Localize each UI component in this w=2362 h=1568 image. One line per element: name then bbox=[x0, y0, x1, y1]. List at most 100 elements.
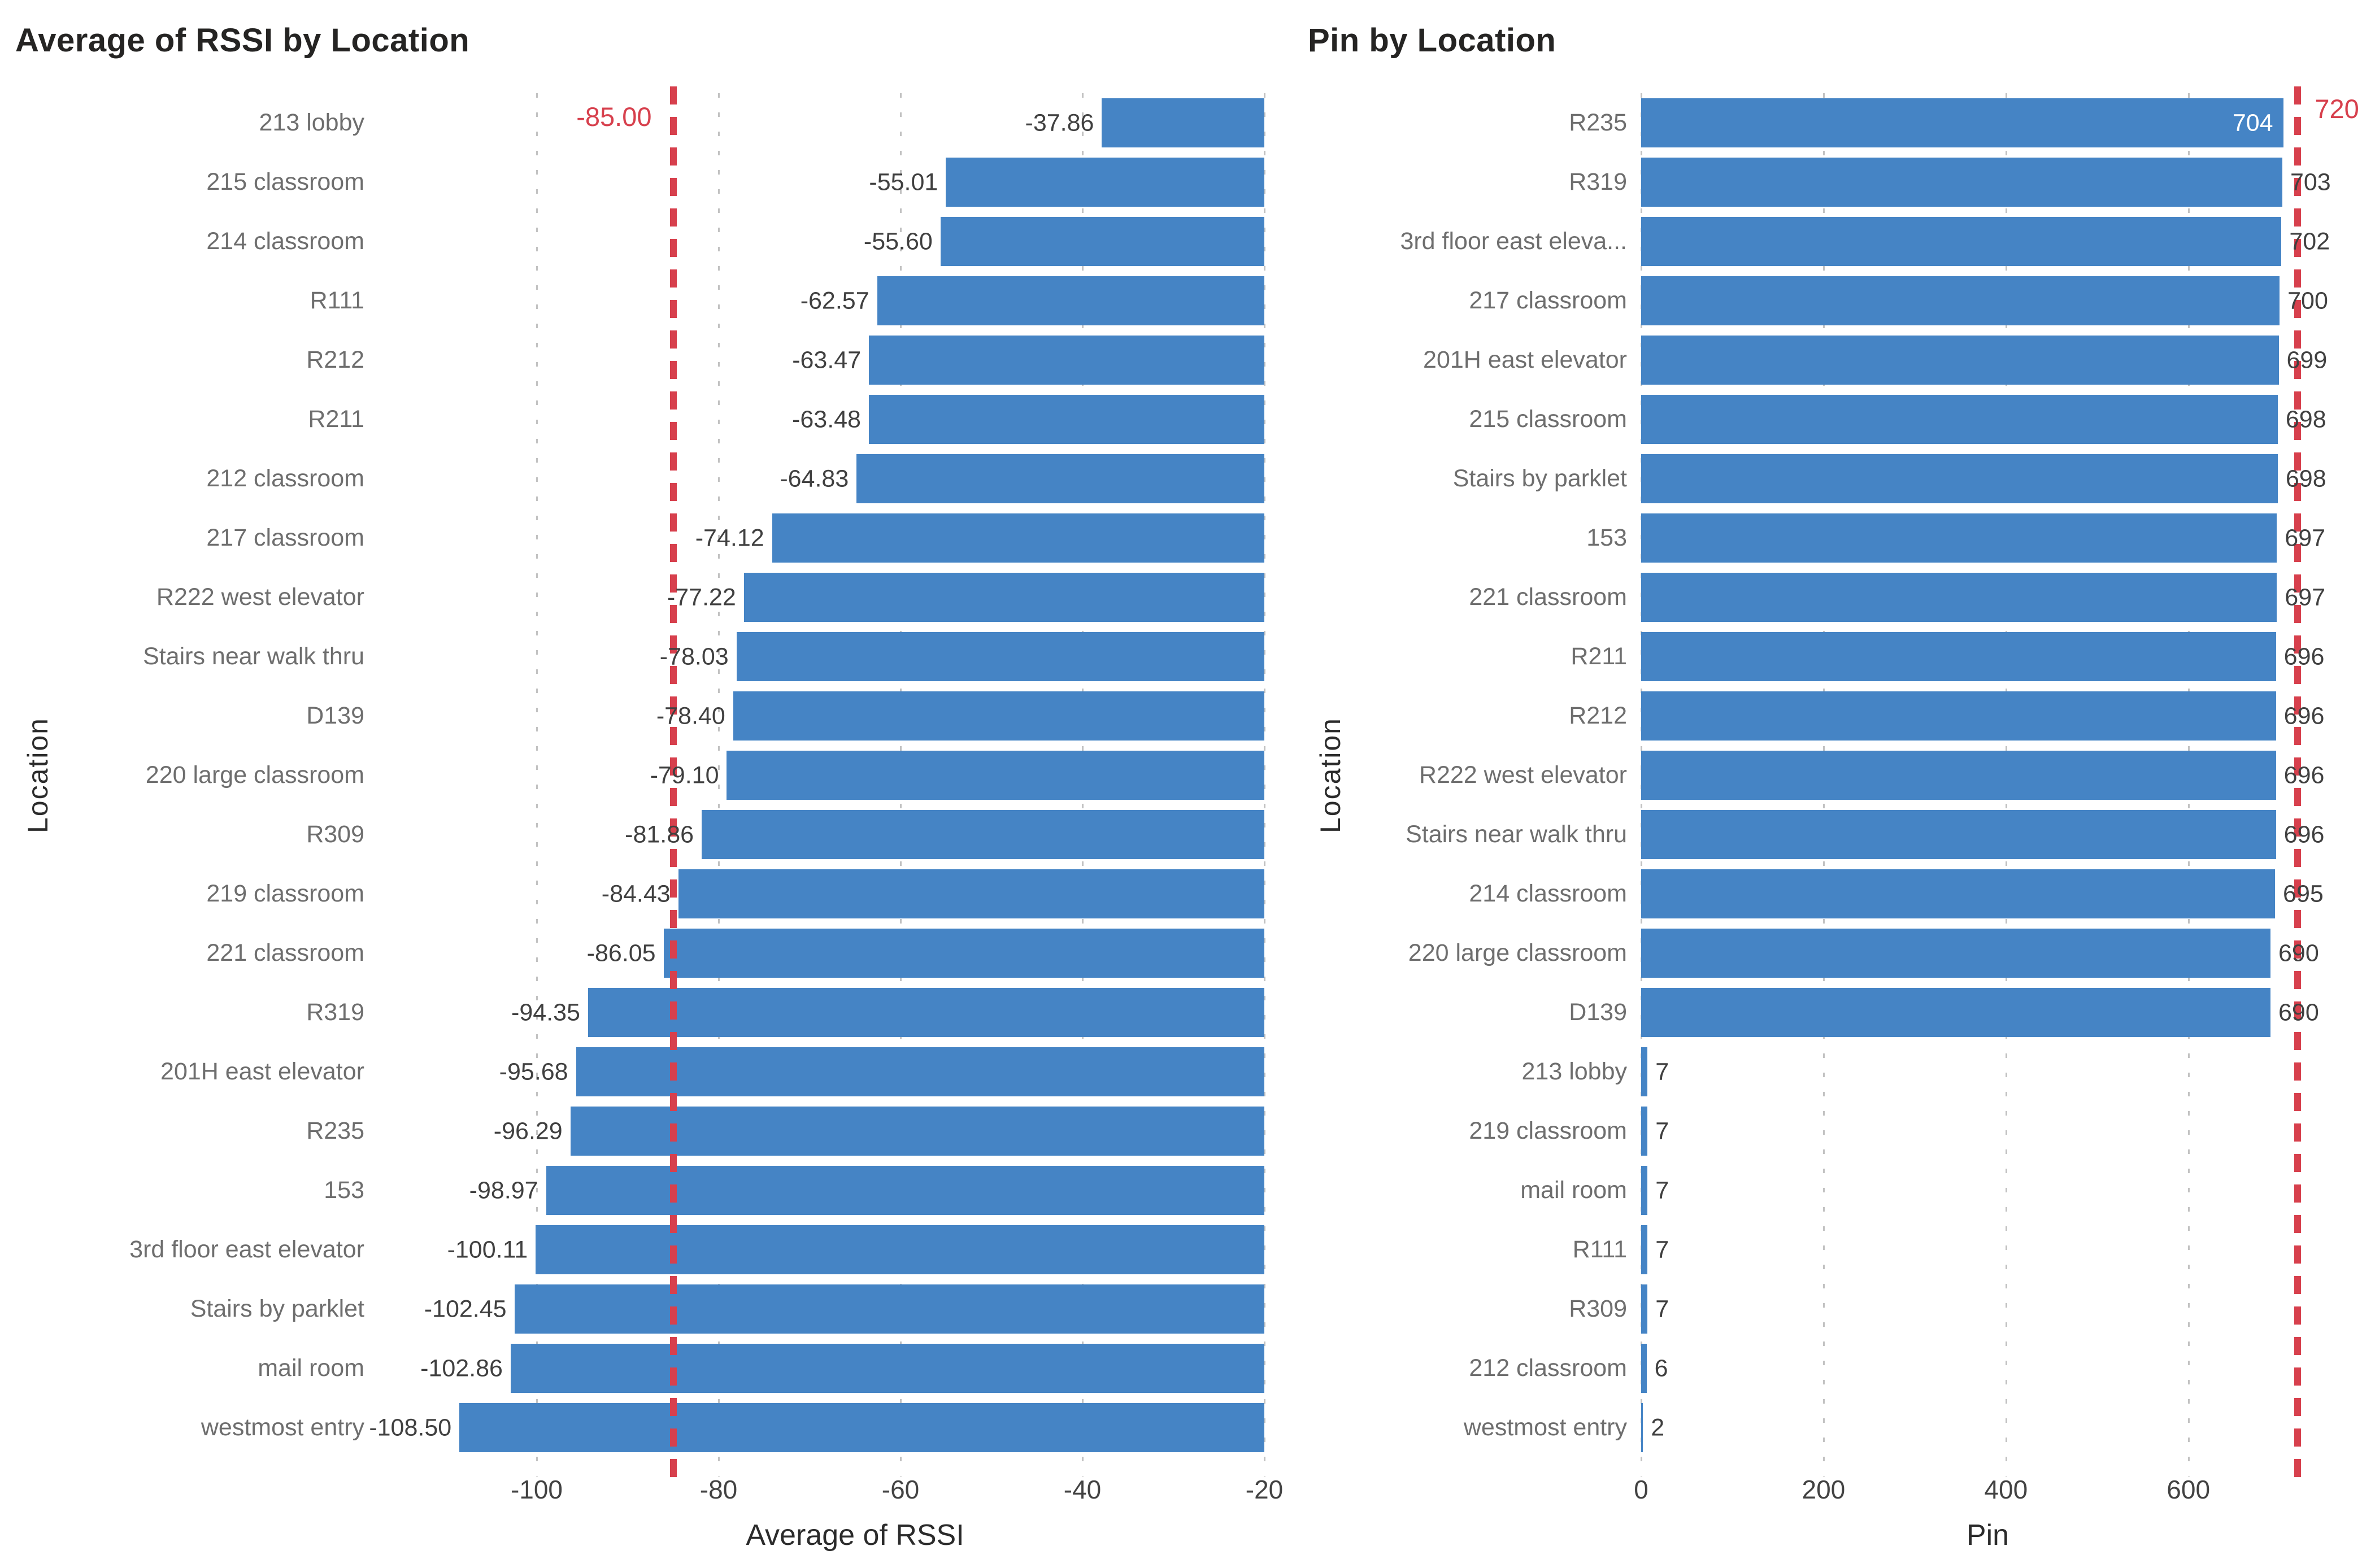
bar-row: -81.86 bbox=[446, 805, 1264, 864]
category-label: 217 classroom bbox=[206, 524, 364, 551]
category-label: westmost entry bbox=[1463, 1414, 1627, 1441]
bar-rows: 704 703 702 700 699 698 698 697 697 696 696 696 696 6… bbox=[1641, 93, 2334, 1457]
bar[interactable] bbox=[1641, 217, 2282, 266]
bar-row: -95.68 bbox=[446, 1042, 1264, 1101]
category-label: 219 classroom bbox=[206, 880, 364, 907]
axis-tick-label: -100 bbox=[510, 1475, 563, 1504]
bar-row: -62.57 bbox=[446, 271, 1264, 330]
bar[interactable] bbox=[570, 1107, 1264, 1156]
plot-column: 704 703 702 700 699 698 698 697 697 696 696 696 696 6… bbox=[1634, 86, 2359, 1552]
bar-value-label: 696 bbox=[2283, 702, 2325, 729]
category-label: 215 classroom bbox=[206, 168, 364, 195]
bar[interactable] bbox=[510, 1344, 1264, 1393]
bar-value-label: -98.97 bbox=[469, 1177, 538, 1204]
bar[interactable] bbox=[1641, 691, 2276, 741]
bar[interactable] bbox=[1641, 336, 2279, 385]
bar-row: -102.86 bbox=[420, 1339, 1264, 1398]
bar-value-label: -62.57 bbox=[800, 287, 869, 314]
bar[interactable] bbox=[702, 810, 1264, 859]
reference-line bbox=[2294, 86, 2302, 1484]
bar[interactable] bbox=[1641, 1107, 1648, 1156]
bar-value-label: 7 bbox=[1655, 1236, 1669, 1263]
bar-row: 2 bbox=[1641, 1398, 2334, 1457]
bar[interactable] bbox=[1641, 751, 2276, 800]
category-label: Stairs near walk thru bbox=[143, 643, 364, 670]
bar[interactable] bbox=[1641, 1047, 1648, 1096]
bar[interactable] bbox=[743, 573, 1264, 622]
chart-title: Average of RSSI by Location bbox=[15, 22, 470, 59]
bar[interactable] bbox=[1641, 276, 2280, 325]
bar[interactable] bbox=[940, 217, 1264, 266]
bar-row: -96.29 bbox=[446, 1101, 1264, 1161]
bar-row: -100.11 bbox=[446, 1220, 1264, 1279]
bar[interactable] bbox=[1102, 98, 1264, 147]
bar[interactable] bbox=[546, 1166, 1264, 1215]
bar[interactable] bbox=[1641, 869, 2276, 918]
bar[interactable] bbox=[1641, 1166, 1648, 1215]
bar[interactable] bbox=[576, 1047, 1264, 1096]
axis-tick-label: 600 bbox=[2167, 1475, 2211, 1504]
bar[interactable] bbox=[514, 1284, 1264, 1334]
bar-value-label: 2 bbox=[1651, 1414, 1665, 1441]
bar-row: 7 bbox=[1641, 1042, 2334, 1101]
bar[interactable] bbox=[678, 869, 1264, 918]
x-axis-title: Pin bbox=[1966, 1519, 2009, 1552]
bar[interactable] bbox=[772, 513, 1264, 563]
bar[interactable] bbox=[868, 395, 1264, 444]
bar-row: 697 bbox=[1641, 508, 2334, 568]
bar[interactable] bbox=[727, 751, 1264, 800]
bar[interactable] bbox=[1641, 632, 2276, 681]
gridline bbox=[1264, 93, 1265, 1476]
bar[interactable] bbox=[536, 1225, 1264, 1274]
category-label: 221 classroom bbox=[206, 939, 364, 966]
bar[interactable] bbox=[459, 1403, 1264, 1452]
bar[interactable] bbox=[1641, 513, 2277, 563]
bar[interactable] bbox=[663, 929, 1264, 978]
bar[interactable] bbox=[733, 691, 1264, 741]
bar[interactable] bbox=[588, 988, 1264, 1037]
bar[interactable] bbox=[1641, 395, 2278, 444]
bar[interactable] bbox=[856, 454, 1264, 503]
bar-value-label: -102.45 bbox=[424, 1295, 507, 1322]
bar[interactable] bbox=[736, 632, 1264, 681]
bar[interactable] bbox=[1641, 1284, 1648, 1334]
bar-row: 702 bbox=[1641, 212, 2334, 271]
plot-area: 704 703 702 700 699 698 698 697 697 696 696 696 696 6… bbox=[1641, 86, 2359, 1484]
bar[interactable] bbox=[1641, 929, 2270, 978]
bar-row: 698 bbox=[1641, 390, 2334, 449]
bar[interactable] bbox=[1641, 1344, 1647, 1393]
bar-rows: -37.86 -55.01 -55.60 -62.57 -63.47 -63.48 -64.… bbox=[369, 93, 1264, 1457]
bar[interactable] bbox=[1641, 988, 2270, 1037]
category-label: D139 bbox=[306, 702, 364, 729]
bar-row: 696 bbox=[1641, 805, 2334, 864]
rssi-chart-panel: Average of RSSI by Location Location 213… bbox=[15, 22, 1284, 1552]
bar[interactable] bbox=[869, 336, 1264, 385]
bar[interactable] bbox=[1641, 1225, 1648, 1274]
bar-row: -86.05 bbox=[446, 924, 1264, 983]
axis-tick-label: -20 bbox=[1245, 1475, 1284, 1504]
bar-value-label: -63.48 bbox=[792, 406, 861, 433]
bar[interactable] bbox=[877, 276, 1264, 325]
bar-row: -37.86 bbox=[446, 93, 1264, 153]
category-label: R222 west elevator bbox=[156, 583, 364, 611]
category-label: 220 large classroom bbox=[1408, 939, 1627, 966]
reference-line-label: -85.00 bbox=[576, 102, 652, 132]
bar-value-label: 696 bbox=[2283, 643, 2325, 670]
bar-row: 690 bbox=[1641, 924, 2334, 983]
bar-row: -79.10 bbox=[446, 746, 1264, 805]
bar[interactable] bbox=[1641, 98, 2283, 147]
category-label: R111 bbox=[310, 287, 364, 314]
bar-value-label: 697 bbox=[2285, 524, 2326, 551]
bar[interactable] bbox=[1641, 454, 2278, 503]
bar-value-label: -96.29 bbox=[493, 1117, 563, 1144]
bar[interactable] bbox=[1641, 573, 2277, 622]
bar-value-label: 699 bbox=[2286, 346, 2328, 373]
bar-value-label: -37.86 bbox=[1025, 109, 1094, 136]
bar-row: -94.35 bbox=[446, 983, 1264, 1042]
category-label: 219 classroom bbox=[1469, 1117, 1627, 1144]
bar[interactable] bbox=[1641, 158, 2282, 207]
bar[interactable] bbox=[1641, 810, 2276, 859]
bar[interactable] bbox=[1641, 1403, 1643, 1452]
bar[interactable] bbox=[946, 158, 1264, 207]
bar-value-label: 696 bbox=[2283, 821, 2325, 848]
